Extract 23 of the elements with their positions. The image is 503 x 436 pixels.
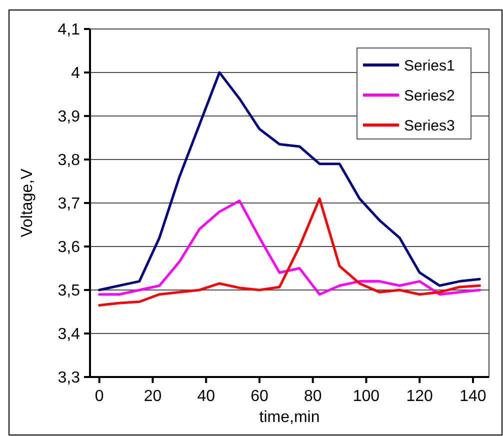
- legend-label: Series1: [404, 57, 455, 74]
- legend-label: Series3: [404, 117, 455, 134]
- line-series: [98, 71, 481, 292]
- y-tick-label: 3,9: [58, 108, 80, 126]
- x-tick-label: 140: [460, 388, 486, 405]
- y-tick-label: 3,6: [58, 239, 80, 256]
- y-tick-label: 3,4: [58, 326, 80, 344]
- x-tick-label: 20: [144, 388, 162, 405]
- y-tick-label: 4,1: [58, 22, 80, 39]
- x-tick-label: 0: [94, 388, 104, 405]
- x-axis-title: time,min: [259, 409, 320, 426]
- x-tick-label: 120: [406, 388, 434, 405]
- y-tick-label: 3,3: [58, 370, 80, 387]
- y-tick-label: 3,8: [58, 152, 80, 170]
- y-tick-label: 3,5: [58, 282, 80, 300]
- y-axis-title: Voltage,V: [19, 168, 36, 238]
- x-tick-label: 40: [197, 388, 216, 405]
- x-tick-label: 80: [304, 388, 322, 405]
- legend-label: Series2: [404, 87, 455, 104]
- x-tick-label: 60: [250, 388, 268, 405]
- y-tick-label: 4: [71, 65, 80, 82]
- y-tick-label: 3,7: [58, 196, 80, 213]
- x-tick-label: 100: [352, 388, 380, 405]
